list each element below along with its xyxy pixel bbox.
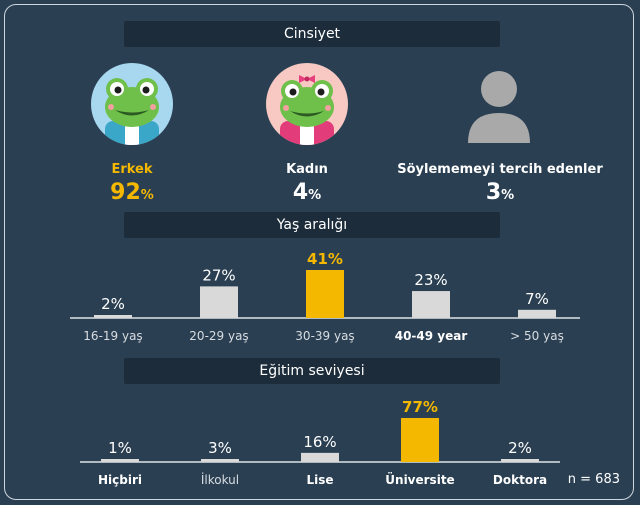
bar-0-0 [94, 315, 132, 318]
bar-0-4 [518, 309, 556, 318]
gender-pct-prefer-not: 3% [450, 180, 550, 205]
bar-1-3 [401, 418, 439, 462]
gender-pct-prefer-not-unit: % [501, 188, 515, 203]
value-label-1-2: 16% [303, 433, 336, 451]
gender-pct-male: 92% [82, 180, 182, 205]
gender-label-female: Kadın [286, 162, 328, 177]
category-label-0-1: 20-29 yaş [189, 329, 248, 343]
value-label-1-4: 2% [508, 439, 532, 457]
bar-1-2 [301, 452, 339, 462]
value-label-1-1: 3% [208, 439, 232, 457]
value-label-0-3: 23% [414, 271, 447, 289]
education-section-header: Eğitim seviyesi [124, 358, 500, 384]
gender-section-header: Cinsiyet [124, 21, 500, 47]
age-bar-chart: 2% 16-19 yaş 27% 20-29 yaş 41% 30-39 yaş 23% 40… [70, 250, 580, 343]
category-label-0-3: 40-49 year [395, 329, 468, 343]
infographic-panel [4, 4, 634, 500]
value-label-0-1: 27% [202, 266, 235, 284]
value-label-0-4: 7% [525, 290, 549, 308]
value-label-0-0: 2% [101, 295, 125, 313]
bar-0-3 [412, 291, 450, 318]
category-label-1-2: Lise [306, 473, 333, 487]
bar-0-1 [200, 286, 238, 318]
bar-1-0 [101, 459, 139, 462]
category-label-1-0: Hiçbiri [98, 473, 142, 487]
gender-pct-female-value: 4 [292, 180, 309, 205]
category-label-0-2: 30-39 yaş [295, 329, 354, 343]
category-label-1-4: Doktora [493, 473, 547, 487]
gender-pct-prefer-not-value: 3 [485, 180, 502, 205]
category-label-1-1: İlkokul [201, 472, 239, 487]
gender-pct-male-unit: % [140, 188, 154, 203]
gender-pct-male-value: 92 [110, 180, 141, 205]
frog-boy-avatar-icon [91, 63, 173, 145]
bar-0-2 [306, 270, 344, 318]
person-silhouette-icon [458, 63, 540, 145]
value-label-1-0: 1% [108, 439, 132, 457]
gender-label-prefer-not: Söylememeyi tercih edenler [397, 162, 603, 177]
category-label-0-4: > 50 yaş [510, 329, 564, 343]
sample-size-label: n = 683 [567, 472, 620, 487]
value-label-1-3: 77% [402, 398, 438, 416]
age-section-header: Yaş aralığı [124, 212, 500, 238]
bar-1-4 [501, 459, 539, 462]
gender-pct-female-unit: % [308, 188, 322, 203]
bar-1-1 [201, 459, 239, 462]
value-label-0-2: 41% [307, 250, 343, 268]
category-label-0-0: 16-19 yaş [83, 329, 142, 343]
gender-pct-female: 4% [257, 180, 357, 205]
education-bar-chart: 1% Hiçbiri 3% İlkokul 16% Lise 77% Üniversite 2%… [80, 398, 560, 487]
category-label-1-3: Üniversite [385, 472, 454, 487]
gender-label-male: Erkek [111, 162, 153, 177]
frog-girl-avatar-icon [266, 63, 348, 145]
